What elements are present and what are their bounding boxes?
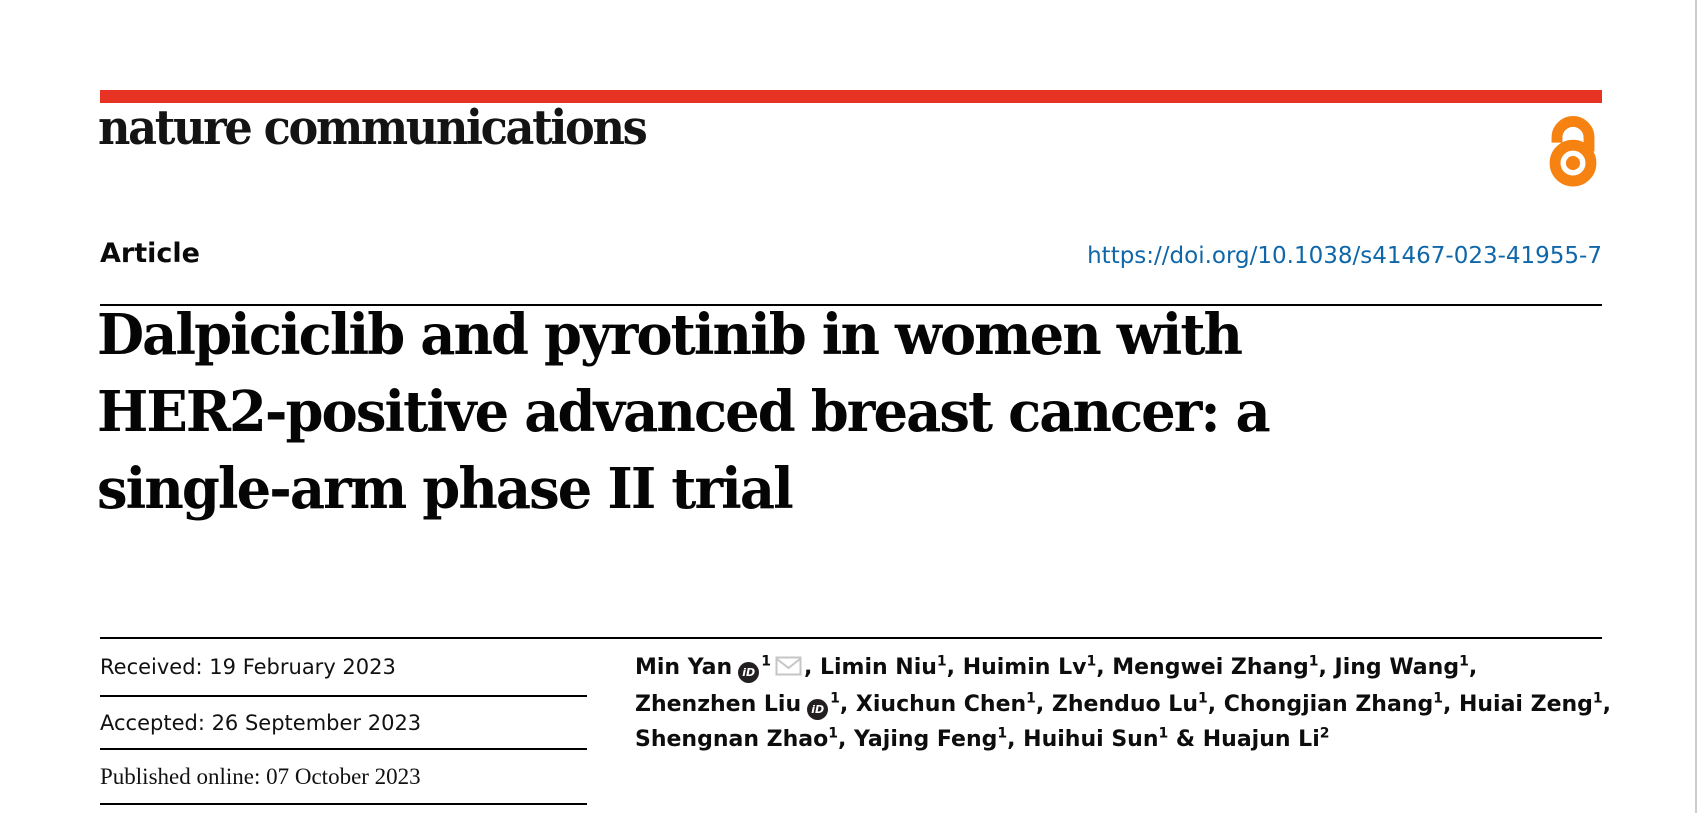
email-envelope-icon[interactable] bbox=[775, 652, 802, 687]
affiliation-superscript: 1 bbox=[1459, 653, 1469, 670]
affiliation-superscript: 1 bbox=[936, 653, 947, 670]
author-name: , Chongjian Zhang bbox=[1207, 692, 1434, 717]
author-name: , Huimin Lv bbox=[946, 655, 1087, 680]
accepted-date: Accepted: 26 September 2023 bbox=[100, 697, 587, 750]
author-name: & Huajun Li bbox=[1168, 727, 1320, 752]
paper-title: Dalpiciclib and pyrotinib in women with … bbox=[97, 297, 1271, 528]
affiliation-superscript: 1 bbox=[830, 690, 840, 707]
author-name: , Limin Niu bbox=[803, 655, 937, 680]
author-line: Zhenzhen Liu iD1, Xiuchun Chen1, Zhenduo … bbox=[635, 687, 1611, 722]
author-name: , Jing Wang bbox=[1318, 655, 1460, 680]
author-line: Shengnan Zhao1, Yajing Feng1, Huihui Sun… bbox=[635, 722, 1595, 757]
author-name: , Mengwei Zhang bbox=[1096, 655, 1309, 680]
affiliation-superscript: 1 bbox=[1197, 690, 1208, 707]
published-date: Published online: 07 October 2023 bbox=[100, 750, 587, 805]
author-name: , Huihui Sun bbox=[1007, 727, 1159, 752]
affiliation-superscript: 1 bbox=[1026, 690, 1036, 707]
affiliation-superscript: 1 bbox=[1592, 690, 1603, 707]
brand-red-bar bbox=[100, 90, 1602, 103]
header-rule bbox=[100, 304, 1602, 306]
affiliation-superscript: 1 bbox=[1086, 653, 1097, 670]
author-name: , Xiuchun Chen bbox=[839, 692, 1027, 717]
journal-logo: nature communications bbox=[98, 100, 648, 156]
author-name: , Zhenduo Lu bbox=[1035, 692, 1198, 717]
author-name: Shengnan Zhao bbox=[635, 727, 829, 752]
paper-title-line: single-arm phase II trial bbox=[97, 456, 794, 522]
affiliation-superscript: 1 bbox=[997, 725, 1008, 742]
affiliation-superscript: 1 bbox=[761, 653, 771, 670]
received-date: Received: 19 February 2023 bbox=[100, 639, 587, 697]
orcid-icon[interactable]: iD bbox=[807, 699, 829, 720]
metadata-section: Received: 19 February 2023 Accepted: 26 … bbox=[100, 637, 1611, 805]
doi-link[interactable]: https://doi.org/10.1038/s41467-023-41955… bbox=[1087, 243, 1602, 269]
dates-column: Received: 19 February 2023 Accepted: 26 … bbox=[100, 639, 587, 805]
orcid-icon[interactable]: iD bbox=[738, 662, 760, 683]
author-list: Min Yan iD1, Limin Niu1, Huimin Lv1, Meng… bbox=[635, 650, 1611, 757]
author-name: Min Yan bbox=[635, 655, 733, 680]
open-access-icon bbox=[1549, 116, 1597, 187]
affiliation-superscript: 1 bbox=[1158, 725, 1169, 742]
affiliation-superscript: 2 bbox=[1319, 725, 1330, 742]
author-name: , Huiai Zeng bbox=[1442, 692, 1593, 717]
affiliation-superscript: 1 bbox=[1433, 690, 1443, 707]
affiliation-superscript: 1 bbox=[828, 725, 838, 742]
author-line: Min Yan iD1, Limin Niu1, Huimin Lv1, Meng… bbox=[635, 650, 1595, 687]
paper-title-line: HER2-positive advanced breast cancer: a bbox=[97, 379, 1271, 445]
article-type-label: Article bbox=[100, 238, 200, 269]
paper-title-line: Dalpiciclib and pyrotinib in women with bbox=[97, 302, 1243, 368]
author-name: , bbox=[1468, 655, 1478, 680]
page-right-edge bbox=[1695, 0, 1697, 813]
affiliation-superscript: 1 bbox=[1308, 653, 1319, 670]
author-name: , Yajing Feng bbox=[838, 727, 998, 752]
author-name: Zhenzhen Liu bbox=[635, 692, 802, 717]
author-name: , bbox=[1602, 692, 1612, 717]
